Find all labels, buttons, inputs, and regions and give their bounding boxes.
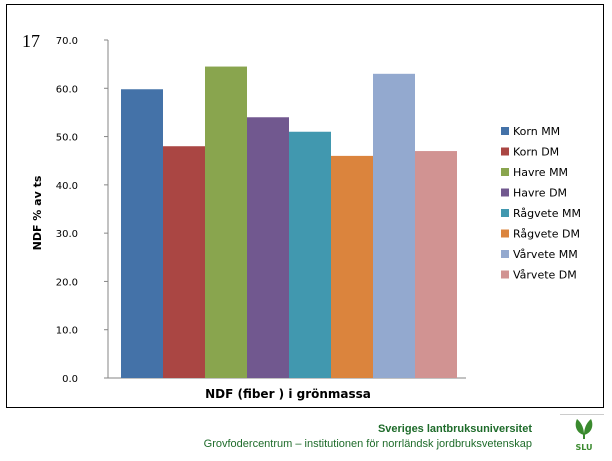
legend-label: Rågvete DM <box>513 228 580 241</box>
y-tick-label: 40.0 <box>56 181 78 192</box>
legend-swatch <box>501 168 509 176</box>
legend: Korn MM Korn DM Havre MM Havre DM Rågvete MM… <box>501 125 581 282</box>
legend-swatch <box>501 209 509 217</box>
y-tick-label: 0.0 <box>62 374 78 385</box>
legend-label: Havre MM <box>513 166 568 179</box>
legend-swatch <box>501 127 509 135</box>
bar <box>121 89 163 378</box>
y-axis-label: NDF % av ts <box>31 175 44 250</box>
legend-swatch <box>501 250 509 258</box>
y-axis-ticks: 0.0 10.0 20.0 30.0 40.0 50.0 60.0 70.0 <box>56 36 108 385</box>
bar <box>247 117 289 378</box>
legend-swatch <box>501 270 509 279</box>
legend-label: Korn MM <box>513 125 560 138</box>
y-tick-label: 20.0 <box>56 277 78 288</box>
slide-number: 17 <box>22 31 40 51</box>
legend-label: Havre DM <box>513 187 567 200</box>
legend-swatch <box>501 188 509 197</box>
bar <box>331 155 373 378</box>
y-tick-label: 60.0 <box>56 84 78 95</box>
bars <box>121 66 457 379</box>
legend-label: Korn DM <box>513 146 559 159</box>
legend-swatch <box>501 147 509 156</box>
bar <box>373 73 415 379</box>
legend-label: Rågvete MM <box>513 207 581 220</box>
legend-label: Vårvete MM <box>513 248 578 261</box>
slu-logo: SLU <box>575 419 593 452</box>
y-tick-label: 50.0 <box>56 133 78 144</box>
footer-rule <box>560 414 604 415</box>
y-tick-label: 10.0 <box>56 326 78 337</box>
bar <box>289 131 331 378</box>
bar <box>415 151 457 378</box>
bar <box>205 66 247 379</box>
y-tick-label: 70.0 <box>56 36 78 47</box>
x-axis-label: NDF (fiber ) i grönmassa <box>205 387 371 401</box>
logo-text: SLU <box>575 443 592 452</box>
legend-swatch <box>501 229 509 238</box>
bar <box>163 146 205 378</box>
footer-department: Grovfodercentrum – institutionen för nor… <box>203 438 532 450</box>
footer-institution: Sveriges lantbruksuniversitet <box>377 423 532 435</box>
leaf-icon <box>575 419 593 439</box>
y-tick-label: 30.0 <box>56 229 78 240</box>
legend-label: Vårvete DM <box>513 269 577 282</box>
